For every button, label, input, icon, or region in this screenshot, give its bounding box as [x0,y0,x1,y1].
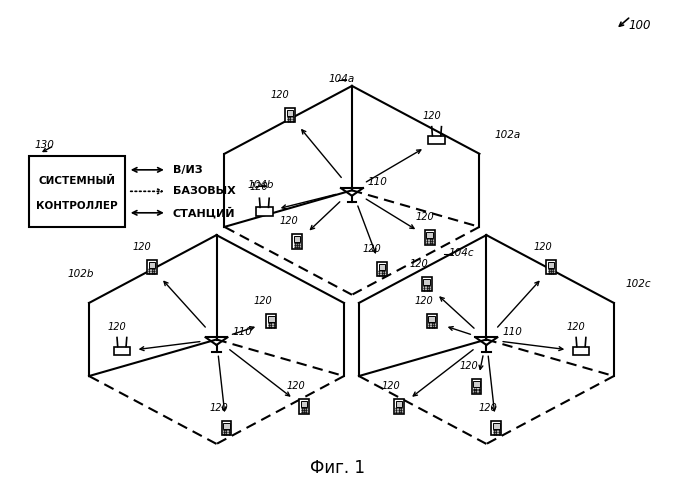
Bar [114,346,130,355]
Text: 120: 120 [209,403,228,413]
Text: 120: 120 [107,322,126,332]
Bar [491,421,502,436]
Text: 120: 120 [409,259,428,269]
Text: 120: 120 [422,110,441,120]
Text: 110: 110 [502,326,522,336]
Text: 120: 120 [362,244,381,254]
Bar [292,234,302,248]
Text: 102b: 102b [68,269,94,279]
Bar [223,423,230,429]
Text: 104a: 104a [329,74,355,84]
Text: 102c: 102c [626,280,652,289]
Text: 120: 120 [271,90,289,100]
Text: 120: 120 [132,242,151,252]
Bar [394,400,404,413]
Bar [548,262,554,268]
Bar [395,402,402,407]
Bar [147,260,157,274]
Text: 120: 120 [280,216,299,226]
Bar [425,230,435,244]
Text: 104c: 104c [448,248,474,258]
Text: 120: 120 [415,212,434,222]
Bar [268,316,274,322]
Bar [287,110,293,116]
Bar [471,380,481,394]
Bar [266,314,276,328]
Bar [423,279,430,285]
Text: 120: 120 [287,381,306,391]
Bar [429,316,435,322]
Bar [493,423,500,429]
Text: 120: 120 [566,322,585,332]
Text: 120: 120 [254,296,272,306]
Bar [29,156,125,227]
Text: 120: 120 [381,381,400,391]
Bar [573,346,589,355]
Bar [222,421,231,436]
Text: 100: 100 [629,20,651,32]
Bar [428,136,445,144]
Text: 110: 110 [368,178,388,188]
Text: БАЗОВЫХ: БАЗОВЫХ [172,186,235,196]
Bar [377,262,387,276]
Bar [546,260,556,274]
Text: СИСТЕМНЫЙ: СИСТЕМНЫЙ [39,176,116,186]
Bar [299,400,309,413]
Text: 120: 120 [250,182,268,192]
Text: 120: 120 [534,242,552,252]
Text: 130: 130 [34,140,54,149]
Text: 110: 110 [233,326,252,336]
Bar [422,277,431,291]
Text: СТАНЦИЙ: СТАНЦИЙ [172,207,235,218]
Text: В/ИЗ: В/ИЗ [172,165,202,175]
Text: 120: 120 [414,296,433,306]
Bar [427,314,437,328]
Bar [301,402,308,407]
Bar [285,108,295,122]
Text: КОНТРОЛЛЕР: КОНТРОЛЛЕР [37,200,118,210]
Bar [379,264,385,270]
Text: Фиг. 1: Фиг. 1 [310,458,366,476]
Bar [256,208,272,216]
Bar [149,262,155,268]
Text: 104b: 104b [247,180,274,190]
Bar [473,382,480,387]
Text: 120: 120 [459,362,478,372]
Text: 102a: 102a [494,130,521,140]
Text: 120: 120 [479,403,498,413]
Bar [427,232,433,238]
Bar [294,236,300,242]
